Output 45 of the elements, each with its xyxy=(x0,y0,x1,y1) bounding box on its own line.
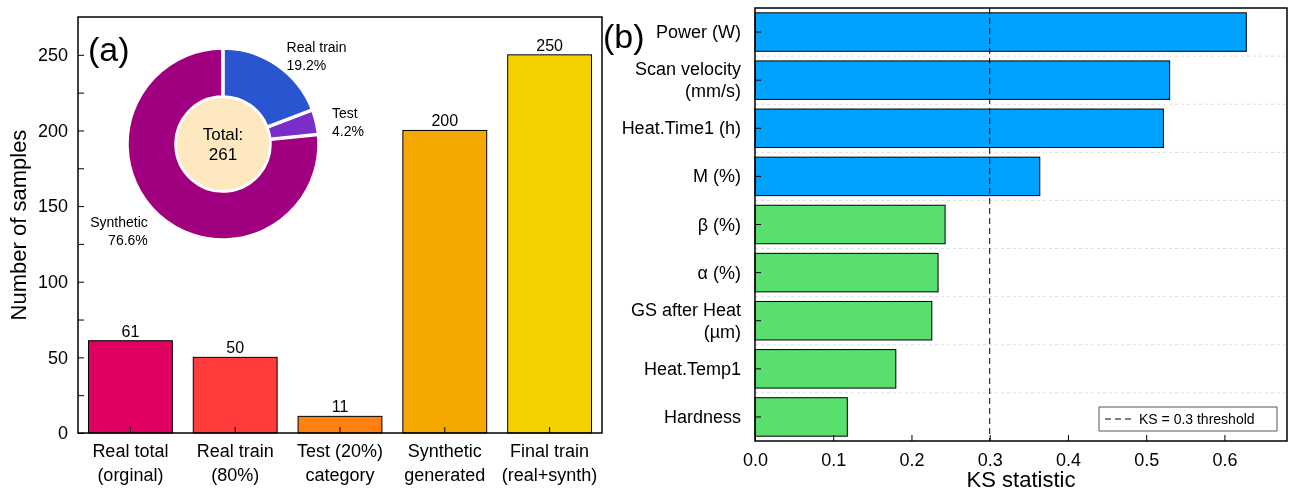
slice-label: Real train xyxy=(286,38,347,55)
data-label: 11 xyxy=(331,398,349,416)
data-label: 19.2% xyxy=(286,56,327,73)
x-tick-label: Real train (80%) xyxy=(196,441,274,485)
ref-line-label: KS = 0.3 threshold xyxy=(1139,411,1255,427)
data-label: 50 xyxy=(226,339,245,357)
data-label: 200 xyxy=(431,112,459,130)
y-tick-label: Hardness xyxy=(663,406,741,427)
y-tick-label: 200 xyxy=(37,120,68,141)
chart-title: (b) xyxy=(603,17,645,55)
y-tick-label: 100 xyxy=(37,271,68,292)
legend: KS = 0.3 threshold xyxy=(1098,406,1278,432)
y-tick-label: M (%) xyxy=(693,166,741,187)
x-tick-label: 0.1 xyxy=(821,449,847,470)
y-tick-label: α (%) xyxy=(697,262,741,283)
data-label: 61 xyxy=(121,322,140,340)
y-tick-label: Scan velocity (mm/s) xyxy=(634,59,741,102)
x-tick-label: Test (20%) category xyxy=(296,441,384,485)
y-tick-label: GS after Heat (µm) xyxy=(630,299,741,342)
x-tick-label: 0.3 xyxy=(977,449,1003,470)
data-label: 4.2% xyxy=(332,123,365,140)
x-axis-title: KS statistic xyxy=(966,467,1076,492)
slice-label: Synthetic xyxy=(90,214,148,231)
y-tick-label: Power (W) xyxy=(656,22,741,43)
x-tick-label: Final train (real+synth) xyxy=(501,441,598,485)
x-tick-label: 0.4 xyxy=(1055,449,1081,470)
data-label: 76.6% xyxy=(108,232,148,249)
x-tick-label: 0.0 xyxy=(742,449,769,470)
x-tick-label: 0.2 xyxy=(899,449,925,470)
y-tick-label: β (%) xyxy=(697,214,741,235)
y-tick-label: 0 xyxy=(57,423,68,444)
x-tick-label: 0.5 xyxy=(1134,449,1160,470)
y-tick-label: Heat.Time1 (h) xyxy=(621,118,741,139)
slice-label: Test xyxy=(332,105,358,122)
x-tick-label: 0.6 xyxy=(1212,449,1238,470)
y-tick-label: 150 xyxy=(37,196,68,217)
annotation: Total: 261 xyxy=(202,125,244,164)
chart-title: (a) xyxy=(88,30,130,68)
y-tick-label: Heat.Temp1 xyxy=(643,358,741,379)
data-label: 250 xyxy=(536,36,564,54)
x-tick-label: Real total (orginal) xyxy=(92,441,169,485)
x-tick-label: Synthetic generated xyxy=(404,441,486,485)
y-axis-title: Number of samples xyxy=(6,129,31,321)
y-tick-label: 50 xyxy=(47,347,68,368)
y-tick-label: 250 xyxy=(37,45,68,66)
